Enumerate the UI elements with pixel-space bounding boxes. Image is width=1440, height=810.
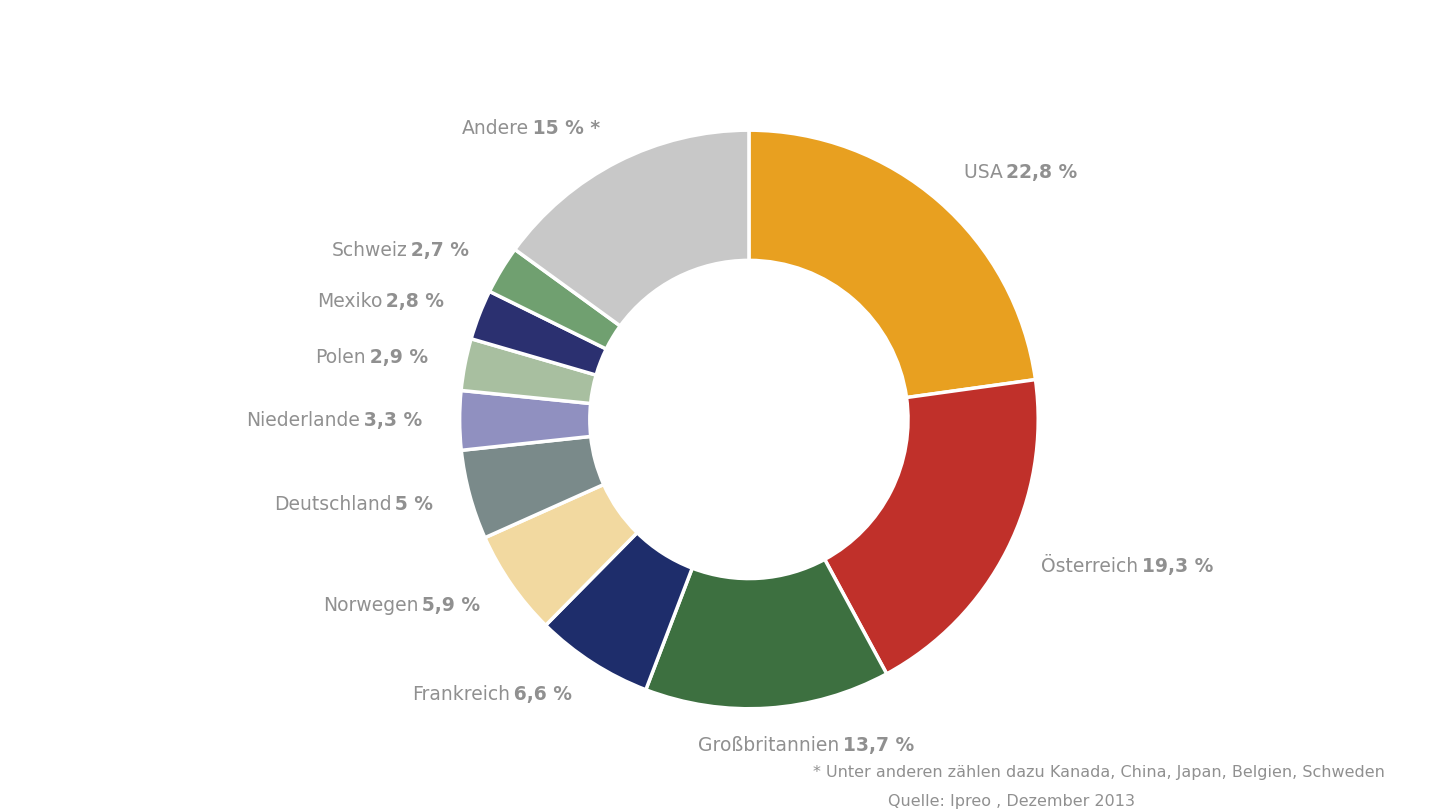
Text: 6,6 %: 6,6 % [510,685,572,704]
Wedge shape [461,437,603,538]
Text: Andere: Andere [462,119,530,138]
Wedge shape [749,130,1035,398]
Text: 5,9 %: 5,9 % [418,596,481,616]
Text: 15 % *: 15 % * [530,119,600,138]
Text: * Unter anderen zählen dazu Kanada, China, Japan, Belgien, Schweden: * Unter anderen zählen dazu Kanada, Chin… [812,765,1384,780]
Text: 2,9 %: 2,9 % [366,347,428,367]
Wedge shape [516,130,749,326]
Text: 13,7 %: 13,7 % [842,736,914,755]
Wedge shape [471,292,606,375]
Wedge shape [461,339,596,403]
Text: Schweiz: Schweiz [331,241,408,260]
Text: 3,3 %: 3,3 % [360,411,422,430]
Text: 2,8 %: 2,8 % [382,292,445,310]
Text: Großbritannien: Großbritannien [698,736,842,755]
Text: USA: USA [963,164,1007,182]
Wedge shape [825,380,1038,674]
Wedge shape [459,390,590,450]
Text: 5 %: 5 % [392,495,433,514]
Text: Frankreich: Frankreich [412,685,510,704]
Text: 22,8 %: 22,8 % [1007,164,1077,182]
Text: Mexiko: Mexiko [317,292,382,310]
Wedge shape [645,560,887,709]
Text: 2,7 %: 2,7 % [408,241,469,260]
Text: Niederlande: Niederlande [246,411,360,430]
Text: Deutschland: Deutschland [274,495,392,514]
Text: Österreich: Österreich [1041,557,1142,577]
Text: 19,3 %: 19,3 % [1142,557,1212,577]
Wedge shape [490,249,621,349]
Text: Quelle: Ipreo , Dezember 2013: Quelle: Ipreo , Dezember 2013 [888,794,1135,809]
Wedge shape [546,533,693,690]
Text: Polen: Polen [315,347,366,367]
Wedge shape [485,484,636,625]
Text: Norwegen: Norwegen [323,596,418,616]
